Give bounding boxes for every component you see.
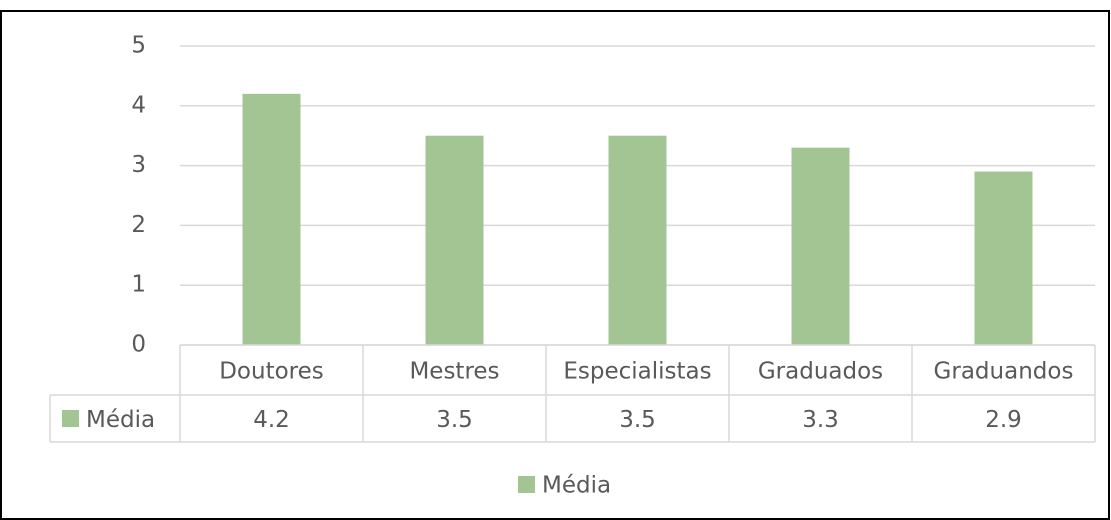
bar bbox=[608, 135, 667, 345]
table-series-name: Média bbox=[86, 407, 155, 433]
bar bbox=[791, 147, 850, 345]
x-tick-label: Especialistas bbox=[563, 359, 711, 385]
bar bbox=[974, 171, 1033, 345]
table-value: 3.3 bbox=[802, 407, 839, 433]
table-value: 3.5 bbox=[436, 407, 473, 433]
x-tick-label: Doutores bbox=[219, 359, 324, 385]
table-legend-key bbox=[62, 410, 79, 427]
y-tick-label: 2 bbox=[131, 212, 146, 238]
y-tick-label: 5 bbox=[131, 33, 146, 59]
chart-border bbox=[0, 10, 1110, 520]
y-tick-label: 4 bbox=[131, 92, 146, 118]
y-tick-label: 0 bbox=[131, 332, 146, 358]
bar bbox=[242, 93, 301, 345]
x-tick-label: Graduandos bbox=[934, 359, 1074, 385]
x-tick-label: Graduados bbox=[758, 359, 883, 385]
bar bbox=[425, 135, 484, 345]
table-value: 4.2 bbox=[253, 407, 290, 433]
x-tick-label: Mestres bbox=[409, 359, 499, 385]
y-tick-label: 3 bbox=[131, 152, 146, 178]
table-value: 2.9 bbox=[985, 407, 1022, 433]
legend-label: Média bbox=[542, 473, 611, 499]
legend-key bbox=[518, 476, 535, 493]
table-value: 3.5 bbox=[619, 407, 656, 433]
y-tick-label: 1 bbox=[131, 272, 146, 298]
